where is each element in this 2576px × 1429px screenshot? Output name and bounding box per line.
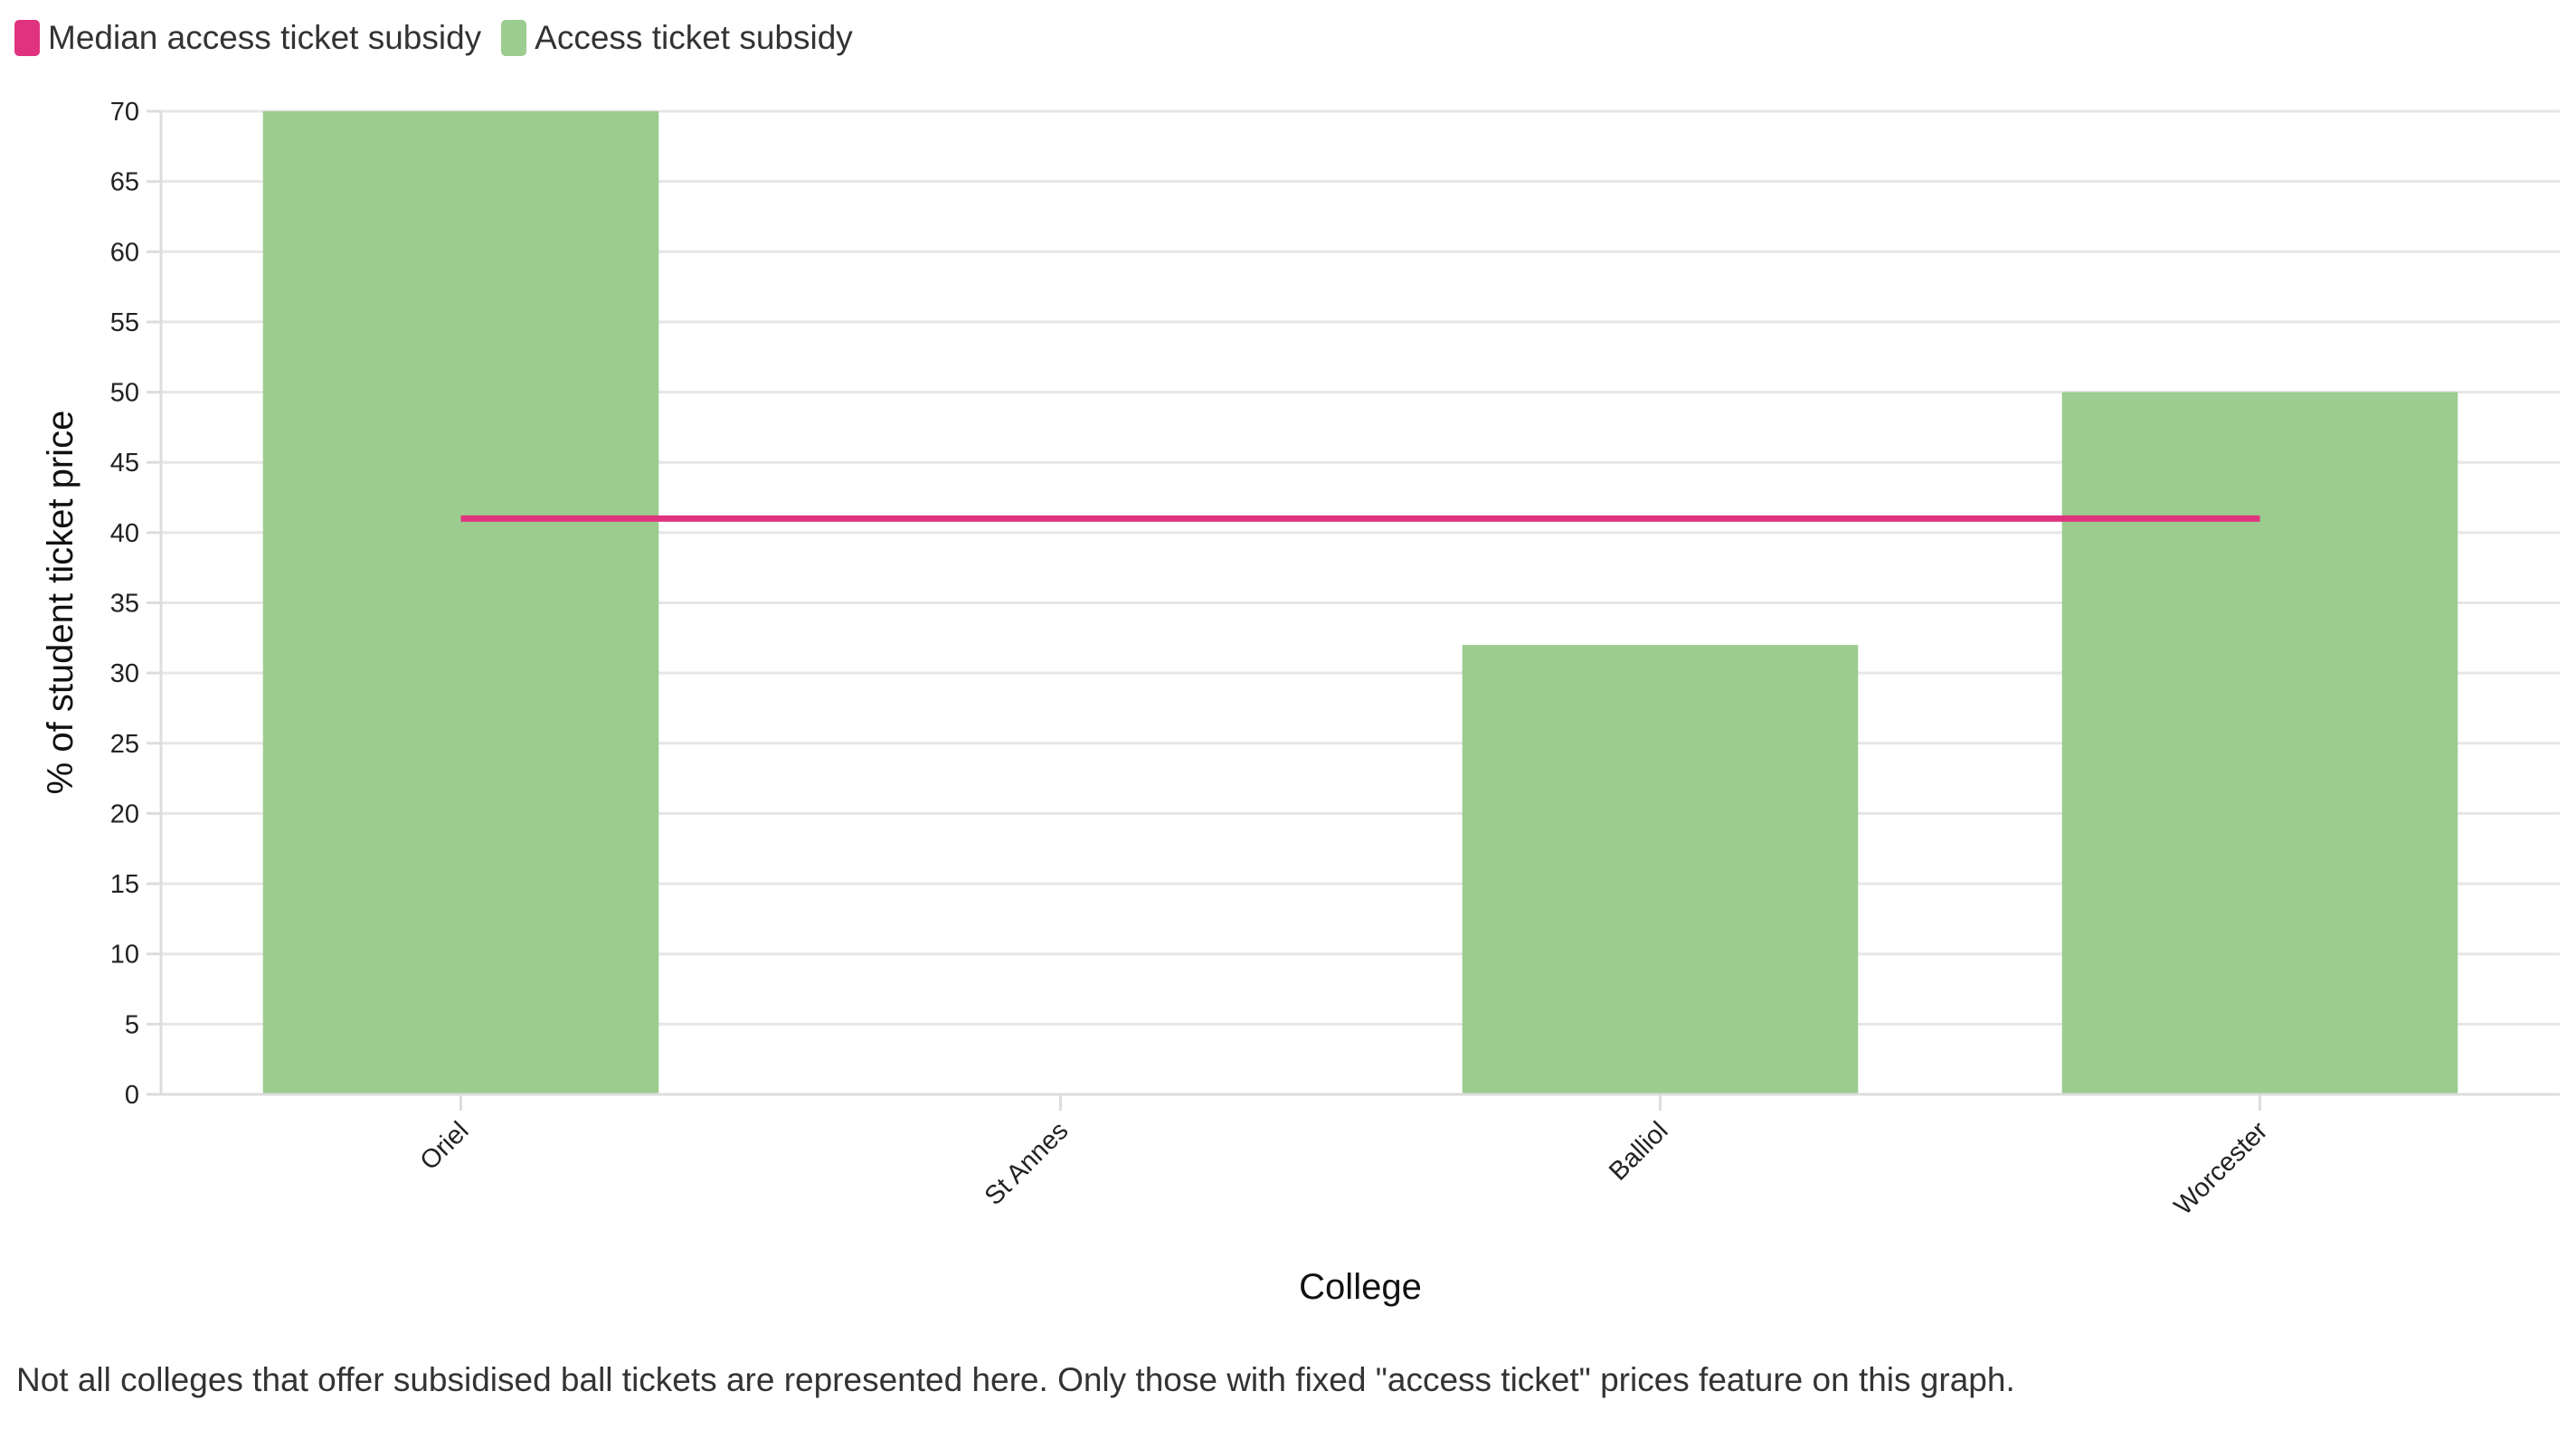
x-tick-label: Balliol xyxy=(1604,1116,1673,1186)
legend-label-subsidy: Access ticket subsidy xyxy=(535,19,853,56)
y-tick-label: 25 xyxy=(110,730,139,759)
bar-worcester[interactable] xyxy=(2061,392,2458,1095)
x-tick-label: St Annes xyxy=(980,1116,1075,1211)
y-tick-label: 30 xyxy=(110,659,139,688)
y-tick-label: 50 xyxy=(110,379,139,408)
legend-item-median[interactable]: Median access ticket subsidy xyxy=(14,19,481,57)
legend-item-subsidy[interactable]: Access ticket subsidy xyxy=(501,19,853,57)
y-tick-label: 20 xyxy=(110,800,139,828)
y-tick-label: 10 xyxy=(110,941,139,970)
y-tick-label: 40 xyxy=(110,519,139,548)
bar-balliol[interactable] xyxy=(1462,645,1859,1094)
x-tick-label: Worcester xyxy=(2169,1116,2274,1221)
y-tick-label: 5 xyxy=(125,1010,139,1039)
legend-swatch-median xyxy=(14,20,40,56)
y-tick-label: 15 xyxy=(110,870,139,899)
y-tick-label: 45 xyxy=(110,449,139,478)
y-tick-label: 35 xyxy=(110,590,139,619)
bars xyxy=(262,111,2458,1095)
footnote: Not all colleges that offer subsidised b… xyxy=(16,1361,2015,1398)
y-tick-label: 65 xyxy=(110,168,139,197)
legend-label-median: Median access ticket subsidy xyxy=(48,19,482,56)
y-axis-title: % of student ticket price xyxy=(41,411,80,795)
legend-swatch-subsidy xyxy=(501,20,527,56)
y-tick-label: 70 xyxy=(110,98,139,127)
y-tick-label: 60 xyxy=(110,238,139,267)
chart-legend: Median access ticket subsidy Access tick… xyxy=(14,16,853,60)
y-tick-label: 0 xyxy=(125,1081,139,1110)
bar-oriel[interactable] xyxy=(262,111,659,1094)
y-tick-label: 55 xyxy=(110,308,139,337)
x-axis-title: College xyxy=(1299,1267,1422,1307)
x-tick-label: Oriel xyxy=(415,1116,475,1176)
